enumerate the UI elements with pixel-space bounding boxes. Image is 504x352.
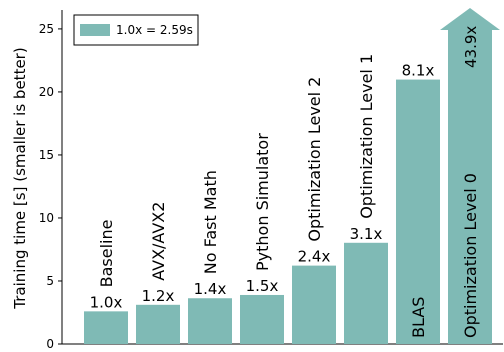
value-label-no-fast-math: 1.4x (194, 280, 227, 298)
bar-arrow-optimization-level-0 (440, 8, 500, 344)
value-label-optimization-level-2: 2.4x (298, 248, 331, 266)
y-tick-label: 0 (46, 337, 54, 351)
y-tick-label: 20 (39, 85, 54, 99)
bar-python-simulator (240, 294, 284, 344)
y-tick-label: 25 (39, 22, 54, 36)
legend: 1.0x = 2.59s (73, 14, 199, 46)
bar-baseline (84, 311, 128, 344)
bar-blas (396, 79, 440, 345)
value-label-blas: 8.1x (402, 62, 435, 80)
category-label-blas: BLAS (409, 297, 428, 338)
y-axis-label: Training time [s] (smaller is better) (11, 47, 29, 309)
category-label-avx-avx2: AVX/AVX2 (149, 202, 168, 281)
bar-optimization-level-2 (292, 265, 336, 344)
value-labels: 1.0x Baseline 1.2x AVX/AVX2 1.4x No Fast Math… (90, 26, 480, 338)
y-tick-label: 10 (39, 211, 54, 225)
value-label-optimization-level-0: 43.9x (462, 26, 480, 68)
category-label-optimization-level-1: Optimization Level 1 (357, 54, 376, 219)
legend-label: 1.0x = 2.59s (116, 23, 193, 37)
value-label-baseline: 1.0x (90, 293, 123, 311)
bars (84, 8, 500, 345)
bar-avx-avx2 (136, 304, 180, 344)
value-label-python-simulator: 1.5x (246, 277, 279, 295)
value-label-avx-avx2: 1.2x (142, 287, 175, 305)
value-label-optimization-level-1: 3.1x (350, 225, 383, 243)
category-label-python-simulator: Python Simulator (253, 133, 272, 271)
category-label-optimization-level-2: Optimization Level 2 (305, 77, 324, 242)
category-label-no-fast-math: No Fast Math (201, 170, 220, 274)
bar-optimization-level-1 (344, 242, 388, 344)
legend-swatch (80, 24, 110, 36)
y-tick-label: 5 (46, 274, 54, 288)
bar-no-fast-math (188, 298, 232, 344)
category-label-optimization-level-0: Optimization Level 0 (461, 173, 480, 338)
y-tick-label: 15 (39, 148, 54, 162)
category-label-baseline: Baseline (97, 220, 116, 288)
